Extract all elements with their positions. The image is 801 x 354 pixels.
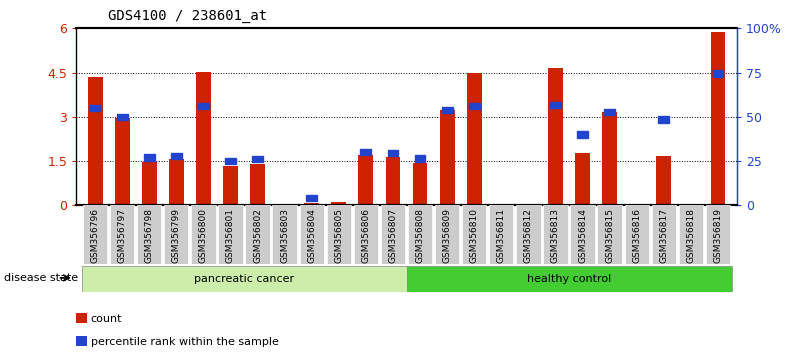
Bar (250, 164, 265, 205)
Bar (380, 205, 405, 264)
Text: GSM356817: GSM356817 (659, 208, 668, 263)
Text: GSM356800: GSM356800 (199, 208, 208, 263)
Bar (435, 205, 459, 264)
Bar (245, 205, 270, 264)
Bar (548, 68, 563, 205)
Text: pancreatic cancer: pancreatic cancer (194, 274, 294, 284)
Bar (651, 205, 676, 264)
Bar (300, 205, 324, 264)
Text: GSM356797: GSM356797 (118, 208, 127, 263)
Bar (516, 205, 541, 264)
Bar (678, 205, 703, 264)
Bar (441, 107, 453, 113)
Bar (332, 202, 346, 205)
Bar (144, 154, 155, 161)
Bar (164, 205, 188, 264)
Bar (83, 205, 107, 264)
Text: disease state: disease state (4, 273, 78, 283)
Bar (602, 113, 617, 205)
Bar (550, 102, 561, 108)
Bar (110, 205, 135, 264)
Bar (385, 156, 400, 205)
Text: GDS4100 / 238601_at: GDS4100 / 238601_at (108, 9, 268, 23)
Bar (82, 266, 406, 292)
Bar (87, 77, 103, 205)
Text: GSM356801: GSM356801 (226, 208, 235, 263)
Bar (358, 155, 373, 205)
Bar (462, 205, 486, 264)
Text: GSM356811: GSM356811 (497, 208, 505, 263)
Text: GSM356812: GSM356812 (524, 208, 533, 263)
Bar (225, 158, 235, 164)
Bar (713, 70, 723, 76)
Text: GSM356799: GSM356799 (171, 208, 181, 263)
Text: GSM356816: GSM356816 (632, 208, 642, 263)
Bar (223, 166, 238, 205)
Text: GSM356810: GSM356810 (469, 208, 479, 263)
Bar (219, 205, 243, 264)
Text: GSM356798: GSM356798 (145, 208, 154, 263)
Bar (90, 105, 100, 111)
Bar (467, 74, 481, 205)
Text: GSM356803: GSM356803 (280, 208, 289, 263)
Bar (306, 195, 317, 201)
Text: GSM356813: GSM356813 (551, 208, 560, 263)
Text: percentile rank within the sample: percentile rank within the sample (91, 337, 279, 347)
Bar (489, 205, 513, 264)
Bar (469, 103, 480, 109)
Text: GSM356814: GSM356814 (578, 208, 587, 263)
Bar (408, 205, 433, 264)
Bar (198, 103, 209, 109)
Bar (625, 205, 649, 264)
Bar (388, 150, 398, 156)
Bar (137, 205, 162, 264)
Text: GSM356806: GSM356806 (361, 208, 370, 263)
Bar (440, 110, 455, 205)
Text: GSM356805: GSM356805 (334, 208, 344, 263)
Bar (598, 205, 622, 264)
Text: GSM356796: GSM356796 (91, 208, 99, 263)
Bar (272, 205, 297, 264)
Bar (415, 155, 425, 161)
Bar (169, 159, 183, 205)
Bar (354, 205, 378, 264)
Bar (304, 203, 319, 205)
Bar (578, 131, 588, 138)
Bar (171, 153, 182, 159)
Text: GSM356802: GSM356802 (253, 208, 262, 263)
Text: GSM356818: GSM356818 (686, 208, 695, 263)
Bar (406, 266, 731, 292)
Text: GSM356804: GSM356804 (308, 208, 316, 263)
Bar (658, 116, 669, 122)
Bar (115, 118, 130, 205)
Bar (413, 163, 428, 205)
Bar (142, 162, 157, 205)
Text: GSM356809: GSM356809 (443, 208, 452, 263)
Bar (656, 156, 671, 205)
Text: GSM356819: GSM356819 (714, 208, 723, 263)
Text: healthy control: healthy control (527, 274, 611, 284)
Bar (327, 205, 351, 264)
Bar (117, 114, 127, 120)
Text: count: count (91, 314, 122, 324)
Bar (360, 149, 372, 155)
Bar (252, 156, 263, 162)
Bar (706, 205, 731, 264)
Text: GSM356807: GSM356807 (388, 208, 397, 263)
Bar (710, 32, 726, 205)
Text: GSM356808: GSM356808 (416, 208, 425, 263)
Bar (196, 72, 211, 205)
Bar (604, 109, 615, 115)
Text: GSM356815: GSM356815 (605, 208, 614, 263)
Bar (191, 205, 215, 264)
Bar (570, 205, 594, 264)
Bar (543, 205, 568, 264)
Bar (575, 153, 590, 205)
